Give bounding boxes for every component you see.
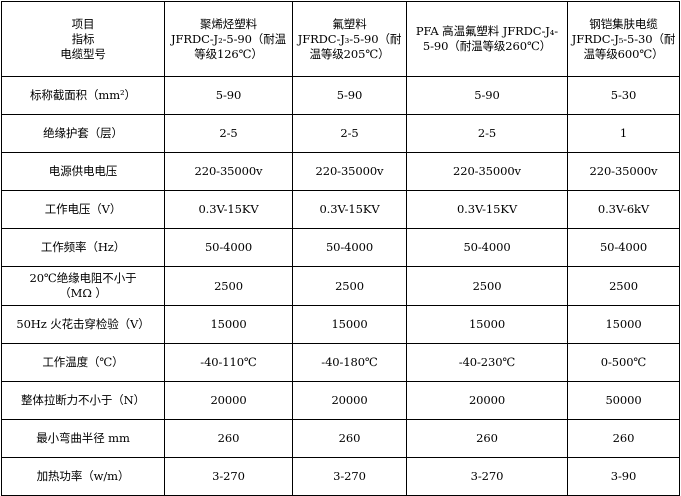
row-label: 整体拉断力不小于（N） bbox=[1, 381, 165, 420]
table-cell: 50000 bbox=[567, 381, 680, 420]
row-label: 最小弯曲半径 mm bbox=[1, 419, 165, 458]
row-label-line: 20℃绝缘电阻不小于 bbox=[29, 271, 137, 285]
table-cell: 260 bbox=[164, 419, 293, 458]
table-cell: 3-90 bbox=[567, 457, 680, 496]
table-row: 加热功率（w/m） 3-270 3-270 3-270 3-90 bbox=[1, 457, 680, 496]
header-line: 温等级600℃） bbox=[583, 46, 664, 61]
table-cell: 20000 bbox=[292, 381, 407, 420]
table-cell: -40-230℃ bbox=[406, 343, 568, 382]
table-cell: 2500 bbox=[567, 266, 680, 306]
table-row: 20℃绝缘电阻不小于 （MΩ ） 2500 2500 2500 2500 bbox=[1, 266, 680, 306]
header-line: JFRDC-J₅-5-30（耐 bbox=[571, 31, 676, 46]
table-cell: 3-270 bbox=[164, 457, 293, 496]
table-cell: 15000 bbox=[164, 305, 293, 344]
header-steel-armored-cell: 钢铠集肤电缆 JFRDC-J₅-5-30（耐 温等级600℃） bbox=[567, 1, 680, 77]
header-line: JFRDC-J₂-5-90（耐温 bbox=[171, 31, 286, 46]
table-row: 最小弯曲半径 mm 260 260 260 260 bbox=[1, 419, 680, 458]
table-cell: 50-4000 bbox=[292, 228, 407, 267]
row-label: 标称截面积（mm²） bbox=[1, 76, 165, 115]
row-label: 加热功率（w/m） bbox=[1, 457, 165, 496]
header-item-label: 项目 bbox=[71, 16, 95, 31]
row-label-line: （MΩ ） bbox=[59, 286, 107, 300]
header-model-label: 电缆型号 bbox=[60, 46, 106, 61]
table-cell: 5-90 bbox=[164, 76, 293, 115]
header-fluoroplastic-cell: 氟塑料 JFRDC-J₃-5-90（耐 温等级205℃） bbox=[292, 1, 407, 77]
header-line: 聚烯烃塑料 bbox=[200, 16, 257, 31]
table-cell: 2500 bbox=[406, 266, 568, 306]
table-cell: 50-4000 bbox=[406, 228, 568, 267]
header-row: 项目 指标 电缆型号 聚烯烃塑料 JFRDC-J₂-5-90（耐温 等级126℃… bbox=[1, 1, 680, 77]
table-cell: 15000 bbox=[567, 305, 680, 344]
table-cell: 2-5 bbox=[292, 114, 407, 153]
table-row: 工作电压（V） 0.3V-15KV 0.3V-15KV 0.3V-15KV 0.… bbox=[1, 190, 680, 229]
table-cell: 0.3V-15KV bbox=[406, 190, 568, 229]
table-cell: 260 bbox=[292, 419, 407, 458]
row-label: 工作温度（℃） bbox=[1, 343, 165, 382]
table-cell: 0.3V-15KV bbox=[164, 190, 293, 229]
table-cell: 5-90 bbox=[406, 76, 568, 115]
table-cell: 2-5 bbox=[164, 114, 293, 153]
table-row: 工作频率（Hz） 50-4000 50-4000 50-4000 50-4000 bbox=[1, 228, 680, 267]
table-cell: 3-270 bbox=[406, 457, 568, 496]
header-pfa-cell: PFA 高温氟塑料 JFRDC-J₄- 5-90（耐温等级260℃） bbox=[406, 1, 568, 77]
table-cell: 220-35000v bbox=[567, 152, 680, 191]
row-label: 电源供电电压 bbox=[1, 152, 165, 191]
table-row: 整体拉断力不小于（N） 20000 20000 20000 50000 bbox=[1, 381, 680, 420]
row-label: 20℃绝缘电阻不小于 （MΩ ） bbox=[1, 266, 165, 306]
table-cell: 50-4000 bbox=[164, 228, 293, 267]
table-row: 电源供电电压 220-35000v 220-35000v 220-35000v … bbox=[1, 152, 680, 191]
table-row: 标称截面积（mm²） 5-90 5-90 5-90 5-30 bbox=[1, 76, 680, 115]
table-cell: 15000 bbox=[292, 305, 407, 344]
header-line: PFA 高温氟塑料 JFRDC-J₄- bbox=[415, 24, 559, 38]
header-index-label: 指标 bbox=[71, 31, 95, 46]
table-cell: 2-5 bbox=[406, 114, 568, 153]
table-cell: 220-35000v bbox=[406, 152, 568, 191]
table-cell: 260 bbox=[406, 419, 568, 458]
table-cell: -40-180℃ bbox=[292, 343, 407, 382]
table-cell: 260 bbox=[567, 419, 680, 458]
table-cell: 50-4000 bbox=[567, 228, 680, 267]
table-cell: 3-270 bbox=[292, 457, 407, 496]
header-line: JFRDC-J₃-5-90（耐 bbox=[297, 31, 402, 46]
header-line: 钢铠集肤电缆 bbox=[589, 16, 658, 31]
table-cell: 1 bbox=[567, 114, 680, 153]
table-cell: 0-500℃ bbox=[567, 343, 680, 382]
header-line: 温等级205℃） bbox=[309, 46, 390, 61]
table-cell: 20000 bbox=[164, 381, 293, 420]
table-cell: 5-90 bbox=[292, 76, 407, 115]
row-label: 工作电压（V） bbox=[1, 190, 165, 229]
header-polyolefin-cell: 聚烯烃塑料 JFRDC-J₂-5-90（耐温 等级126℃） bbox=[164, 1, 293, 77]
table-row: 50Hz 火花击穿检验（V） 15000 15000 15000 15000 bbox=[1, 305, 680, 344]
table-row: 工作温度（℃） -40-110℃ -40-180℃ -40-230℃ 0-500… bbox=[1, 343, 680, 382]
row-label: 工作频率（Hz） bbox=[1, 228, 165, 267]
header-line: 氟塑料 bbox=[332, 16, 367, 31]
table-cell: -40-110℃ bbox=[164, 343, 293, 382]
table-cell: 0.3V-15KV bbox=[292, 190, 407, 229]
table-cell: 220-35000v bbox=[164, 152, 293, 191]
table-cell: 15000 bbox=[406, 305, 568, 344]
table-cell: 5-30 bbox=[567, 76, 680, 115]
header-corner-cell: 项目 指标 电缆型号 bbox=[1, 1, 165, 77]
table-cell: 220-35000v bbox=[292, 152, 407, 191]
table-cell: 0.3V-6kV bbox=[567, 190, 680, 229]
table-cell: 2500 bbox=[292, 266, 407, 306]
table-cell: 20000 bbox=[406, 381, 568, 420]
table-cell: 2500 bbox=[164, 266, 293, 306]
header-line: 等级126℃） bbox=[194, 46, 263, 61]
header-line: 5-90（耐温等级260℃） bbox=[422, 39, 552, 53]
row-label: 50Hz 火花击穿检验（V） bbox=[1, 305, 165, 344]
row-label: 绝缘护套（层） bbox=[1, 114, 165, 153]
table-row: 绝缘护套（层） 2-5 2-5 2-5 1 bbox=[1, 114, 680, 153]
